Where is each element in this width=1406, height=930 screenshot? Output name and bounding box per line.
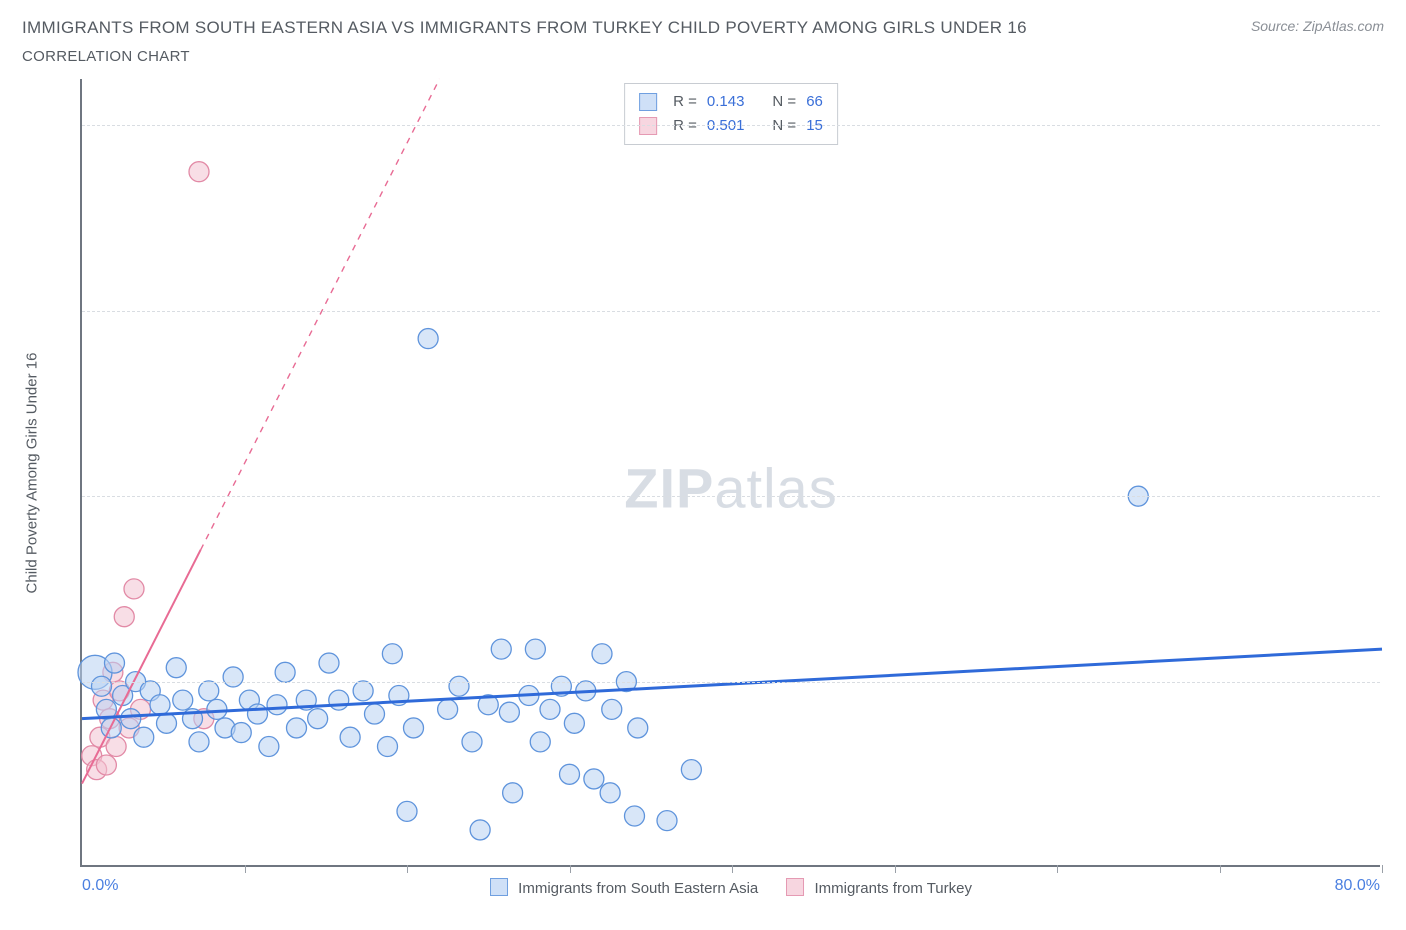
data-point	[114, 607, 134, 627]
data-point	[530, 732, 550, 752]
x-tick	[732, 865, 733, 873]
data-point	[382, 644, 402, 664]
data-point	[353, 681, 373, 701]
data-point	[628, 718, 648, 738]
legend-label: Immigrants from Turkey	[814, 880, 972, 897]
swatch-pink-icon	[786, 878, 804, 896]
chart-svg	[82, 79, 1382, 867]
source-label: Source:	[1251, 18, 1299, 34]
data-point	[503, 783, 523, 803]
n-value: 66	[806, 90, 823, 114]
data-point	[491, 639, 511, 659]
data-point	[150, 695, 170, 715]
data-point	[681, 760, 701, 780]
data-point	[397, 801, 417, 821]
y-tick-label: 60.0%	[1392, 302, 1406, 320]
chart-title: IMMIGRANTS FROM SOUTH EASTERN ASIA VS IM…	[22, 18, 1027, 38]
data-point	[207, 699, 227, 719]
data-point	[600, 783, 620, 803]
swatch-blue-icon	[639, 93, 657, 111]
data-point	[378, 736, 398, 756]
data-point	[189, 162, 209, 182]
x-tick	[895, 865, 896, 873]
series-legend: Immigrants from South Eastern Asia Immig…	[490, 878, 972, 897]
source-attribution: Source: ZipAtlas.com	[1251, 18, 1384, 34]
x-tick	[1057, 865, 1058, 873]
data-point	[584, 769, 604, 789]
x-tick	[1382, 865, 1383, 873]
y-tick-label: 80.0%	[1392, 116, 1406, 134]
data-point	[365, 704, 385, 724]
x-axis-min-label: 0.0%	[82, 877, 118, 895]
data-point	[96, 755, 116, 775]
data-point	[625, 806, 645, 826]
legend-label: Immigrants from South Eastern Asia	[518, 880, 758, 897]
data-point	[462, 732, 482, 752]
y-tick-label: 20.0%	[1392, 673, 1406, 691]
data-point	[592, 644, 612, 664]
data-point	[329, 690, 349, 710]
legend-item-blue: Immigrants from South Eastern Asia	[490, 878, 758, 897]
x-tick	[570, 865, 571, 873]
n-label: N =	[772, 90, 796, 114]
data-point	[449, 676, 469, 696]
data-point	[134, 727, 154, 747]
data-point	[540, 699, 560, 719]
x-tick	[407, 865, 408, 873]
data-point	[564, 713, 584, 733]
grid-line	[82, 496, 1380, 497]
chart-subtitle: CORRELATION CHART	[22, 48, 1027, 65]
data-point	[92, 676, 112, 696]
data-point	[166, 658, 186, 678]
legend-item-pink: Immigrants from Turkey	[786, 878, 972, 897]
data-point	[418, 329, 438, 349]
data-point	[602, 699, 622, 719]
data-point	[340, 727, 360, 747]
data-point	[499, 702, 519, 722]
data-point	[248, 704, 268, 724]
data-point	[438, 699, 458, 719]
data-point	[189, 732, 209, 752]
grid-line	[82, 125, 1380, 126]
data-point	[267, 695, 287, 715]
data-point	[275, 662, 295, 682]
trend-line	[201, 79, 440, 550]
data-point	[525, 639, 545, 659]
data-point	[259, 736, 279, 756]
data-point	[657, 811, 677, 831]
data-point	[124, 579, 144, 599]
r-label: R =	[673, 90, 697, 114]
data-point	[308, 709, 328, 729]
swatch-blue-icon	[490, 878, 508, 896]
y-axis-title: Child Poverty Among Girls Under 16	[24, 353, 41, 594]
x-tick	[1220, 865, 1221, 873]
plot-area: ZIPatlas R = 0.143 N = 66 R = 0.501 N = …	[80, 79, 1380, 867]
data-point	[106, 736, 126, 756]
grid-line	[82, 682, 1380, 683]
data-point	[121, 709, 141, 729]
grid-line	[82, 311, 1380, 312]
y-tick-label: 40.0%	[1392, 487, 1406, 505]
x-axis-max-label: 80.0%	[1335, 877, 1380, 895]
data-point	[287, 718, 307, 738]
data-point	[157, 713, 177, 733]
data-point	[199, 681, 219, 701]
data-point	[404, 718, 424, 738]
x-tick	[245, 865, 246, 873]
r-value: 0.143	[707, 90, 745, 114]
correlation-legend: R = 0.143 N = 66 R = 0.501 N = 15	[624, 83, 838, 145]
correlation-legend-row-blue: R = 0.143 N = 66	[639, 90, 823, 114]
data-point	[470, 820, 490, 840]
data-point	[105, 653, 125, 673]
data-point	[560, 764, 580, 784]
data-point	[223, 667, 243, 687]
source-value: ZipAtlas.com	[1303, 18, 1384, 34]
data-point	[319, 653, 339, 673]
chart-container: Child Poverty Among Girls Under 16 ZIPat…	[22, 79, 1384, 867]
trend-line	[82, 649, 1382, 719]
data-point	[231, 723, 251, 743]
data-point	[173, 690, 193, 710]
